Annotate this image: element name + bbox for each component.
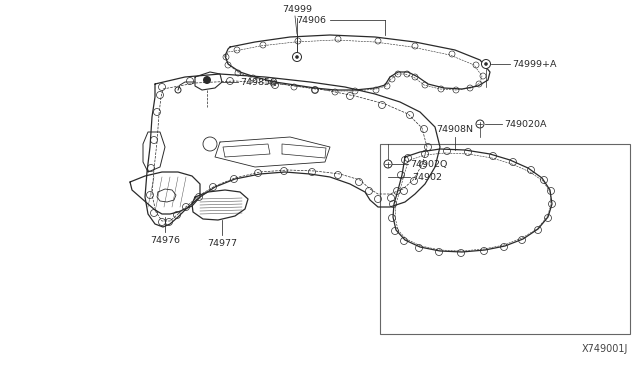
Circle shape bbox=[292, 52, 301, 61]
Circle shape bbox=[203, 76, 211, 84]
Text: 74977: 74977 bbox=[207, 239, 237, 248]
Text: X749001J: X749001J bbox=[582, 344, 628, 354]
Circle shape bbox=[295, 55, 299, 59]
Circle shape bbox=[484, 62, 488, 66]
Text: 74902: 74902 bbox=[412, 173, 442, 182]
Circle shape bbox=[476, 120, 484, 128]
Text: 74906: 74906 bbox=[296, 16, 326, 25]
Bar bbox=[380, 144, 630, 334]
Text: 74902Q: 74902Q bbox=[410, 160, 447, 169]
Circle shape bbox=[384, 160, 392, 168]
Text: 74999: 74999 bbox=[282, 5, 312, 14]
Text: 749020A: 749020A bbox=[504, 119, 547, 128]
Text: 74976: 74976 bbox=[150, 236, 180, 245]
Text: 74985Q: 74985Q bbox=[240, 77, 277, 87]
Circle shape bbox=[481, 60, 490, 68]
Text: 74999+A: 74999+A bbox=[512, 60, 557, 68]
Text: 74908N: 74908N bbox=[436, 125, 474, 134]
